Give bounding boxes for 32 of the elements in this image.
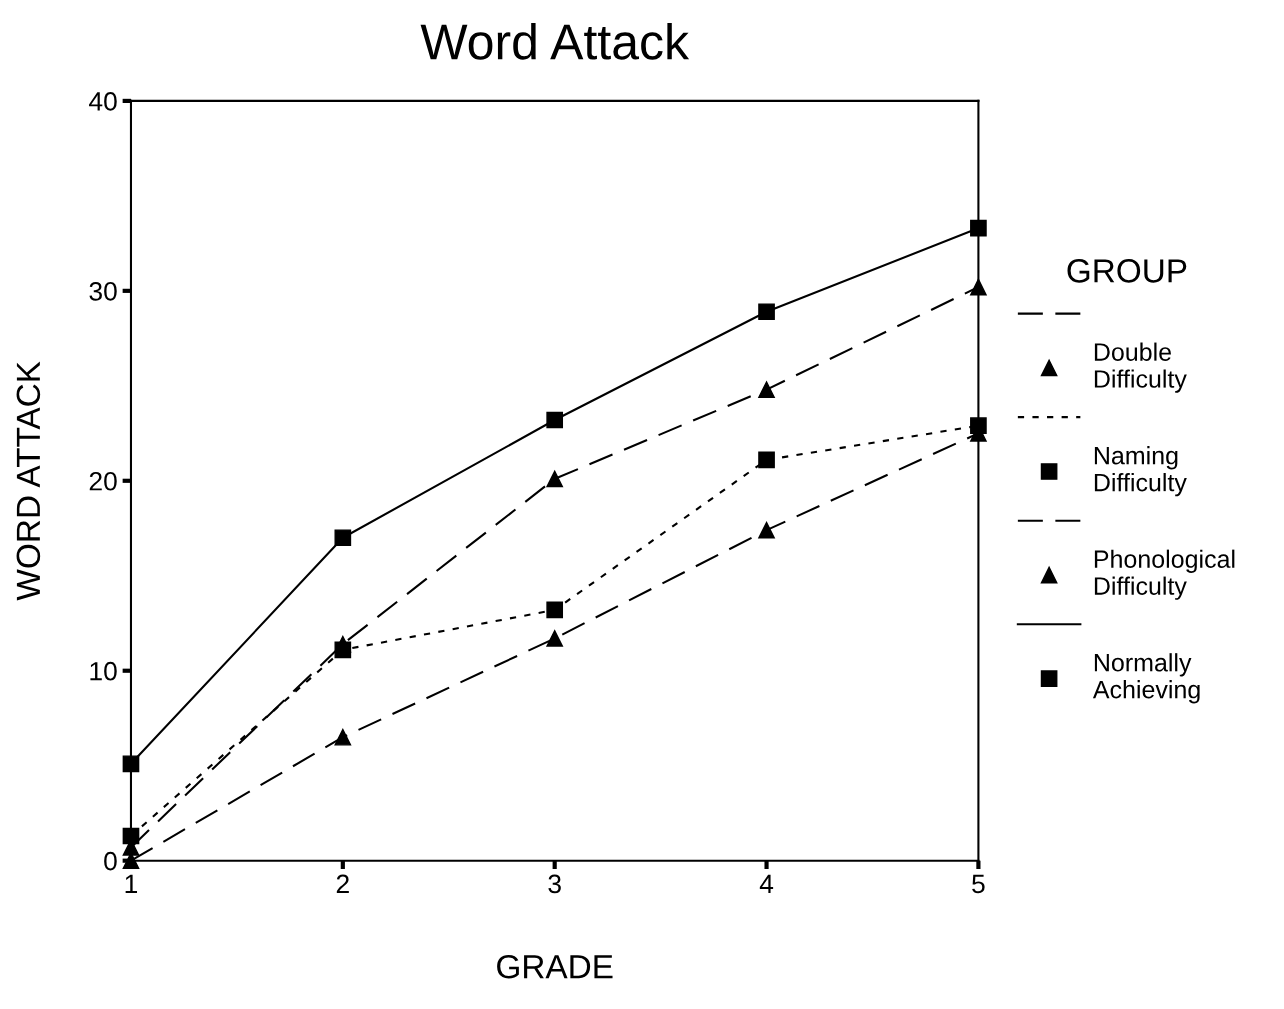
point [758,521,775,539]
legend-label: Naming Difficulty [1094,446,1187,497]
point [334,529,352,547]
point [758,381,775,398]
legend-label: Normally Achieving [1092,653,1200,704]
point [970,417,987,435]
point [970,219,987,237]
point [122,755,140,773]
x-tick-label: 5 [972,874,985,894]
chart-title: Word Attack [420,23,690,60]
y-tick-label: 30 [89,281,117,301]
point [758,303,775,321]
legend-label: Phonological Difficulty [1094,549,1235,600]
y-tick-label: 0 [104,851,117,871]
y-tick-label: 40 [89,92,117,111]
point [970,278,987,296]
point [334,728,352,746]
y-axis-title: WORD ATTACK [16,361,41,601]
y-tick-label: 10 [90,661,117,681]
point [758,451,775,469]
point [546,601,564,619]
x-axis-title: GRADE [497,954,613,979]
y-tick-label: 20 [89,471,117,491]
point [546,630,564,647]
legend-title: GROUP [1067,259,1187,283]
legend-label: Double Difficulty [1094,342,1187,393]
x-tick-label: 4 [759,874,774,893]
point [546,411,564,429]
x-tick-label: 2 [336,874,349,893]
x-tick-label: 1 [125,874,138,893]
x-tick-label: 3 [548,874,561,894]
point [546,470,564,488]
